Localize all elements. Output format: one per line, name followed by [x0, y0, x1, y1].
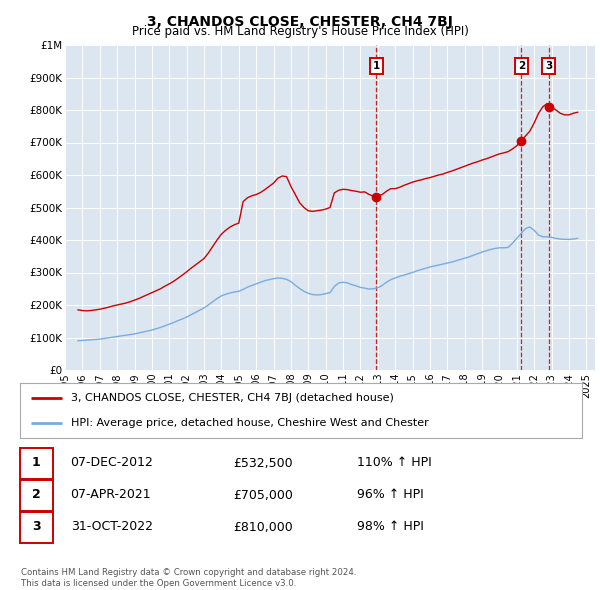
- Text: 07-DEC-2012: 07-DEC-2012: [71, 457, 154, 470]
- Text: Contains HM Land Registry data © Crown copyright and database right 2024.
This d: Contains HM Land Registry data © Crown c…: [21, 568, 356, 588]
- Text: 2: 2: [32, 489, 41, 502]
- FancyBboxPatch shape: [20, 448, 53, 479]
- Text: HPI: Average price, detached house, Cheshire West and Chester: HPI: Average price, detached house, Ches…: [71, 418, 428, 428]
- FancyBboxPatch shape: [20, 512, 53, 543]
- Text: 110% ↑ HPI: 110% ↑ HPI: [357, 457, 432, 470]
- Text: 3, CHANDOS CLOSE, CHESTER, CH4 7BJ (detached house): 3, CHANDOS CLOSE, CHESTER, CH4 7BJ (deta…: [71, 393, 394, 403]
- Text: 1: 1: [32, 457, 41, 470]
- Text: £810,000: £810,000: [233, 520, 293, 533]
- Text: 3: 3: [32, 520, 41, 533]
- Text: £705,000: £705,000: [233, 489, 293, 502]
- Text: Price paid vs. HM Land Registry's House Price Index (HPI): Price paid vs. HM Land Registry's House …: [131, 25, 469, 38]
- Text: 1: 1: [373, 61, 380, 71]
- Text: 98% ↑ HPI: 98% ↑ HPI: [357, 520, 424, 533]
- Text: 31-OCT-2022: 31-OCT-2022: [71, 520, 152, 533]
- Text: 07-APR-2021: 07-APR-2021: [71, 489, 151, 502]
- Text: £532,500: £532,500: [233, 457, 293, 470]
- FancyBboxPatch shape: [20, 480, 53, 511]
- Text: 96% ↑ HPI: 96% ↑ HPI: [357, 489, 424, 502]
- Text: 2: 2: [518, 61, 525, 71]
- Text: 3, CHANDOS CLOSE, CHESTER, CH4 7BJ: 3, CHANDOS CLOSE, CHESTER, CH4 7BJ: [147, 15, 453, 29]
- Text: 3: 3: [545, 61, 552, 71]
